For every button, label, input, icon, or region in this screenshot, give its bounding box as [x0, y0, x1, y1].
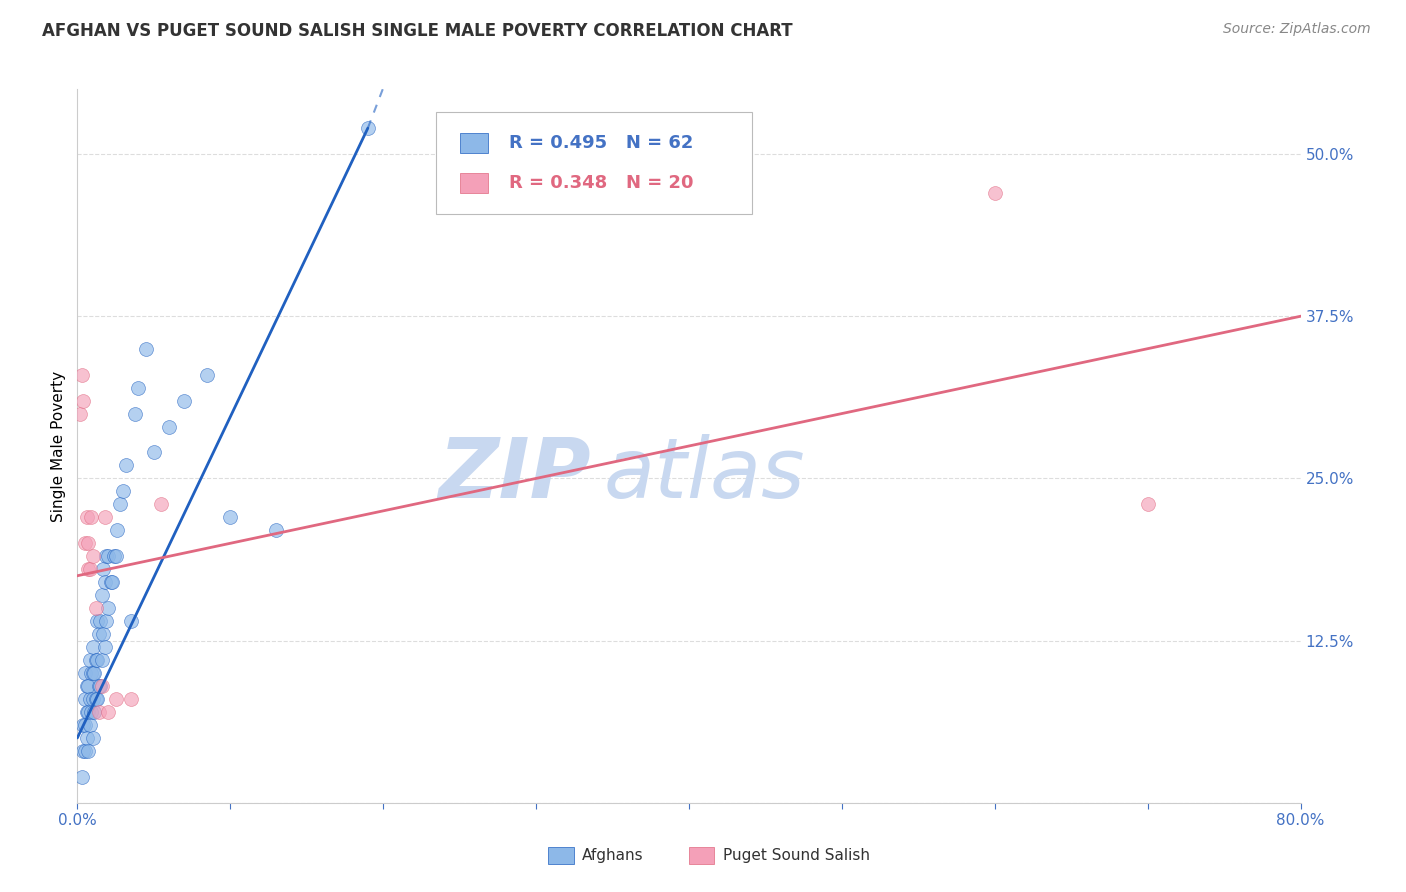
Point: [104, 549, 127, 564]
Point: [115, 458, 138, 473]
Point: [70, 368, 93, 382]
Point: [73, 666, 96, 681]
Point: [73, 536, 96, 550]
Point: [76, 679, 98, 693]
Point: [76, 510, 98, 524]
Text: ZIP: ZIP: [439, 434, 591, 515]
Text: atlas: atlas: [603, 434, 806, 515]
Point: [82, 692, 104, 706]
Point: [86, 614, 108, 628]
Point: [94, 640, 117, 654]
Point: [76, 705, 98, 719]
Point: [100, 575, 122, 590]
Point: [112, 484, 135, 499]
Point: [83, 705, 105, 719]
Text: Source: ZipAtlas.com: Source: ZipAtlas.com: [1223, 22, 1371, 37]
Point: [72, 744, 94, 758]
Point: [89, 679, 111, 693]
Point: [94, 510, 117, 524]
Point: [73, 744, 96, 758]
Point: [150, 497, 173, 511]
Point: [108, 497, 131, 511]
Point: [76, 731, 98, 745]
Point: [120, 614, 142, 628]
Point: [80, 666, 103, 681]
Text: Puget Sound Salish: Puget Sound Salish: [723, 848, 870, 863]
Point: [79, 718, 101, 732]
Point: [90, 588, 112, 602]
Point: [1136, 497, 1159, 511]
Point: [124, 407, 146, 421]
Point: [84, 601, 107, 615]
Point: [86, 653, 108, 667]
Point: [157, 419, 180, 434]
Point: [91, 627, 114, 641]
Point: [101, 575, 124, 590]
Point: [90, 653, 112, 667]
Point: [82, 666, 104, 681]
Y-axis label: Single Male Poverty: Single Male Poverty: [51, 370, 66, 522]
Point: [79, 562, 101, 576]
Point: [72, 718, 94, 732]
Point: [77, 562, 100, 576]
Point: [80, 705, 103, 719]
Point: [77, 705, 100, 719]
Point: [105, 524, 128, 538]
Point: [104, 692, 127, 706]
Point: [84, 653, 107, 667]
Point: [84, 692, 107, 706]
Point: [77, 679, 100, 693]
Point: [77, 536, 100, 550]
Point: [97, 705, 120, 719]
Point: [173, 393, 195, 408]
Point: [357, 121, 380, 136]
Point: [97, 549, 120, 564]
Point: [73, 692, 96, 706]
Point: [79, 653, 101, 667]
Point: [70, 770, 93, 784]
Point: [984, 186, 1007, 200]
Point: [120, 692, 142, 706]
Point: [96, 549, 118, 564]
Text: R = 0.348   N = 20: R = 0.348 N = 20: [509, 174, 693, 192]
Point: [135, 342, 157, 356]
Point: [103, 549, 125, 564]
Point: [82, 549, 104, 564]
Point: [80, 510, 103, 524]
Text: Afghans: Afghans: [582, 848, 644, 863]
Point: [83, 666, 105, 681]
Point: [82, 731, 104, 745]
Point: [73, 718, 96, 732]
Text: R = 0.495   N = 62: R = 0.495 N = 62: [509, 134, 693, 152]
Point: [82, 640, 104, 654]
Point: [97, 601, 120, 615]
Point: [77, 744, 100, 758]
Point: [87, 627, 110, 641]
Point: [195, 368, 218, 382]
Point: [87, 679, 110, 693]
Point: [87, 705, 110, 719]
Point: [264, 524, 287, 538]
Point: [86, 692, 108, 706]
Point: [219, 510, 242, 524]
Point: [127, 381, 149, 395]
Point: [91, 562, 114, 576]
Point: [90, 679, 112, 693]
Point: [72, 393, 94, 408]
Point: [96, 614, 118, 628]
Point: [69, 407, 91, 421]
Point: [79, 692, 101, 706]
Point: [142, 445, 165, 459]
Text: AFGHAN VS PUGET SOUND SALISH SINGLE MALE POVERTY CORRELATION CHART: AFGHAN VS PUGET SOUND SALISH SINGLE MALE…: [42, 22, 793, 40]
Point: [94, 575, 117, 590]
Point: [89, 614, 111, 628]
